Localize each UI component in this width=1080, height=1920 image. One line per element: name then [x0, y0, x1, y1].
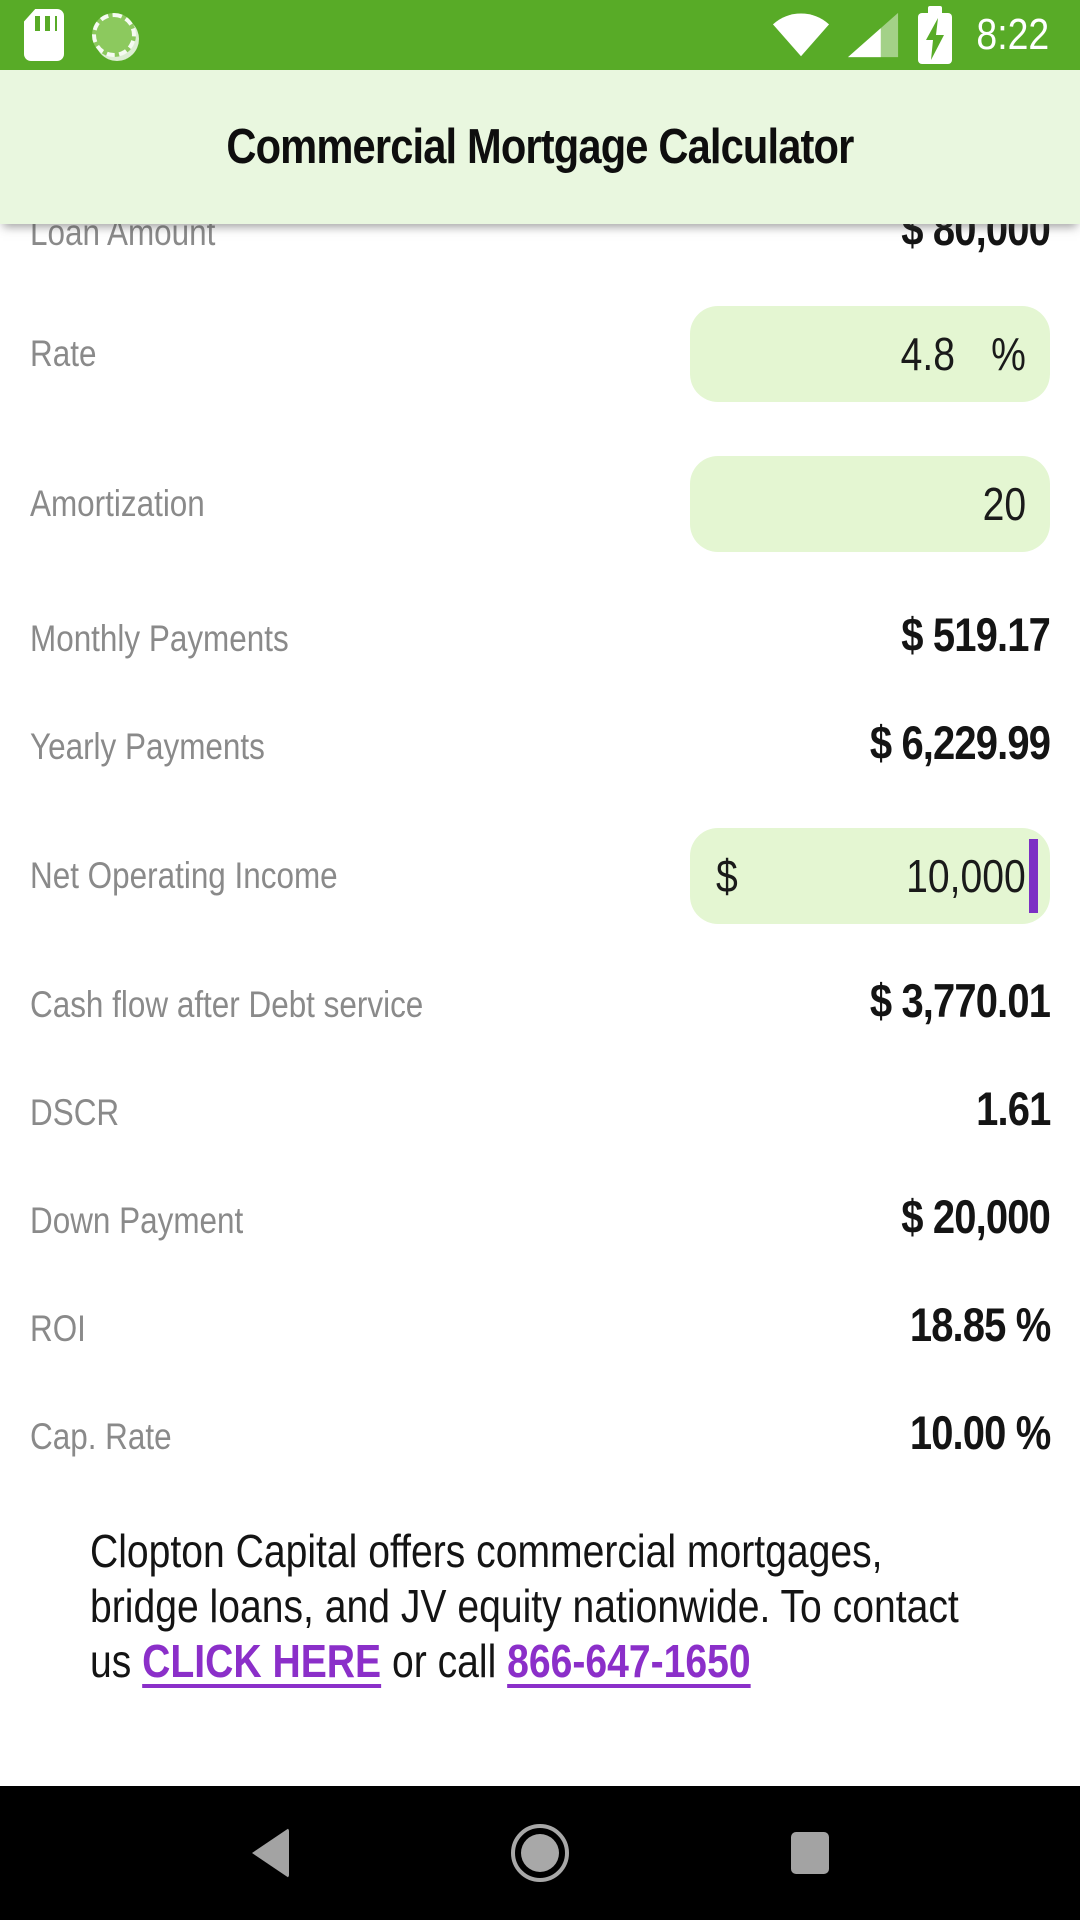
sim-card-icon — [24, 9, 64, 61]
android-nav-bar — [0, 1786, 1080, 1920]
row-down-payment: Down Payment $ 20,000 — [30, 1189, 1051, 1244]
amortization-label: Amortization — [30, 483, 205, 524]
down-payment-label: Down Payment — [30, 1200, 244, 1241]
footer-text: Clopton Capital offers commercial mortga… — [90, 1524, 1080, 1689]
yearly-payments-value: $ 6,229.99 — [869, 716, 1051, 769]
phone-number-link[interactable]: 866-647-1650 — [507, 1635, 751, 1687]
row-net-operating-income: Net Operating Income $ 10,000 — [30, 828, 1050, 924]
footer-line-2: bridge loans, and JV equity nationwide. … — [90, 1580, 959, 1632]
dscr-value: 1.61 — [975, 1082, 1051, 1135]
home-icon — [511, 1824, 569, 1882]
footer-line-3: us CLICK HERE or call 866-647-1650 — [90, 1634, 1080, 1689]
battery-charging-icon — [918, 6, 953, 64]
footer-line-3-mid: or call — [381, 1635, 508, 1687]
net-operating-income-label: Net Operating Income — [30, 855, 338, 896]
monthly-payments-label: Monthly Payments — [30, 618, 289, 659]
row-cap-rate: Cap. Rate 10.00 % — [30, 1405, 1051, 1460]
row-roi: ROI 18.85 % — [30, 1297, 1051, 1352]
row-loan-amount: Loan Amount $ 80,000 — [30, 201, 1051, 256]
down-payment-value: $ 20,000 — [901, 1190, 1051, 1243]
rate-value: 4.8 — [900, 328, 956, 380]
amortization-value: 20 — [982, 478, 1026, 530]
row-dscr: DSCR 1.61 — [30, 1081, 1051, 1136]
cap-rate-label: Cap. Rate — [30, 1416, 172, 1457]
net-operating-income-value: 10,000 — [906, 850, 1026, 902]
rate-label: Rate — [30, 333, 97, 374]
roi-value: 18.85 % — [909, 1298, 1051, 1351]
cash-flow-label: Cash flow after Debt service — [30, 984, 424, 1025]
row-monthly-payments: Monthly Payments $ 519.17 — [30, 607, 1051, 662]
dscr-label: DSCR — [30, 1092, 120, 1133]
monthly-payments-value: $ 519.17 — [901, 608, 1051, 661]
click-here-link[interactable]: CLICK HERE — [142, 1635, 382, 1687]
status-bar: 8:22 — [0, 0, 1080, 70]
rate-unit: % — [991, 328, 1026, 380]
currency-prefix: $ — [716, 850, 738, 902]
back-icon — [251, 1828, 289, 1878]
row-yearly-payments: Yearly Payments $ 6,229.99 — [30, 715, 1051, 770]
home-button[interactable] — [510, 1821, 570, 1885]
cap-rate-value: 10.00 % — [909, 1406, 1051, 1459]
cell-signal-icon — [848, 12, 900, 58]
row-rate: Rate 4.8 % — [30, 306, 1050, 402]
yearly-payments-label: Yearly Payments — [30, 726, 265, 767]
cash-flow-value: $ 3,770.01 — [869, 974, 1051, 1027]
back-button[interactable] — [240, 1821, 300, 1885]
text-cursor — [1029, 839, 1038, 913]
footer-line-3-pre: us — [90, 1635, 143, 1687]
recents-button[interactable] — [780, 1821, 840, 1885]
wifi-icon — [772, 12, 830, 58]
status-bar-clock: 8:22 — [976, 10, 1050, 59]
recents-icon — [791, 1832, 829, 1874]
page-title: Commercial Mortgage Calculator — [226, 120, 854, 174]
app-header: Commercial Mortgage Calculator — [0, 70, 1080, 224]
lime-icon — [92, 13, 136, 57]
net-operating-income-input[interactable]: $ 10,000 — [690, 828, 1050, 924]
footer-line-1: Clopton Capital offers commercial mortga… — [90, 1525, 883, 1577]
roi-label: ROI — [30, 1308, 86, 1349]
row-amortization: Amortization 20 — [30, 456, 1050, 552]
row-cash-flow: Cash flow after Debt service $ 3,770.01 — [30, 973, 1051, 1028]
rate-input[interactable]: 4.8 % — [690, 306, 1050, 402]
amortization-input[interactable]: 20 — [690, 456, 1050, 552]
status-bar-right: 8:22 — [772, 6, 1056, 64]
status-bar-left — [24, 9, 136, 61]
